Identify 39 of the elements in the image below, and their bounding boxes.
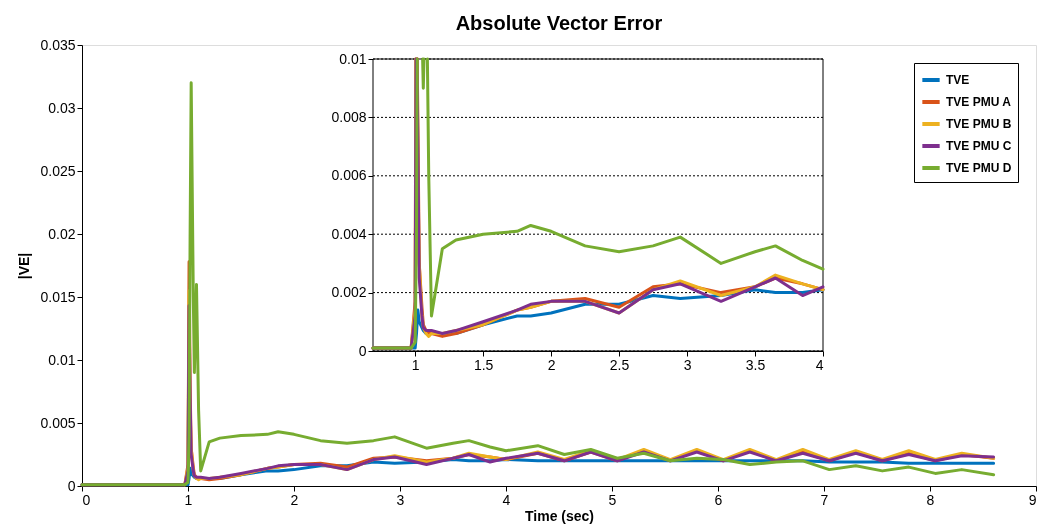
legend-label: TVE PMU B [946, 117, 1012, 131]
x-axis-title: Time (sec) [525, 507, 594, 524]
y-tick-label: 0.035 [40, 36, 76, 53]
legend-label: TVE PMU C [946, 139, 1012, 153]
y-tick-label: 0.01 [339, 50, 367, 67]
y-tick-label: 0 [67, 477, 76, 494]
legend-label: TVE PMU D [946, 161, 1012, 175]
y-tick-label: 0.02 [48, 225, 76, 242]
x-tick-label: 4 [502, 491, 511, 508]
y-tick-label: 0.025 [40, 162, 76, 179]
x-tick-label: 2 [290, 491, 299, 508]
y-axis-title: |VE| [16, 252, 33, 280]
y-tick-label: 0.01 [48, 351, 76, 368]
x-tick-label: 6 [714, 491, 723, 508]
x-tick-label: 0 [82, 491, 91, 508]
y-tick-label: 0.002 [331, 284, 367, 301]
x-tick-label: 3 [396, 491, 405, 508]
y-tick-label: 0.004 [331, 225, 367, 242]
x-tick-label: 8 [926, 491, 935, 508]
x-tick-label: 5 [608, 491, 617, 508]
y-tick-label: 0.006 [331, 167, 367, 184]
x-tick-label: 9 [1028, 491, 1037, 508]
y-tick-label: 0.03 [48, 99, 76, 116]
y-tick-label: 0 [358, 342, 367, 359]
legend-label: TVE [946, 73, 970, 87]
x-tick-label: 7 [820, 491, 829, 508]
x-tick-label: 1.5 [473, 356, 494, 373]
x-tick-label: 3.5 [745, 356, 766, 373]
y-tick-label: 0.015 [40, 288, 76, 305]
y-tick-label: 0.005 [40, 414, 76, 431]
x-tick-label: 4 [815, 356, 824, 373]
chart-title: Absolute Vector Error [455, 12, 663, 34]
x-tick-label: 2 [547, 356, 556, 373]
x-tick-label: 3 [683, 356, 692, 373]
x-tick-label: 1 [184, 491, 193, 508]
x-tick-label: 1 [411, 356, 420, 373]
legend-label: TVE PMU A [946, 95, 1012, 109]
x-tick-label: 2.5 [609, 356, 630, 373]
y-tick-label: 0.008 [331, 108, 367, 125]
